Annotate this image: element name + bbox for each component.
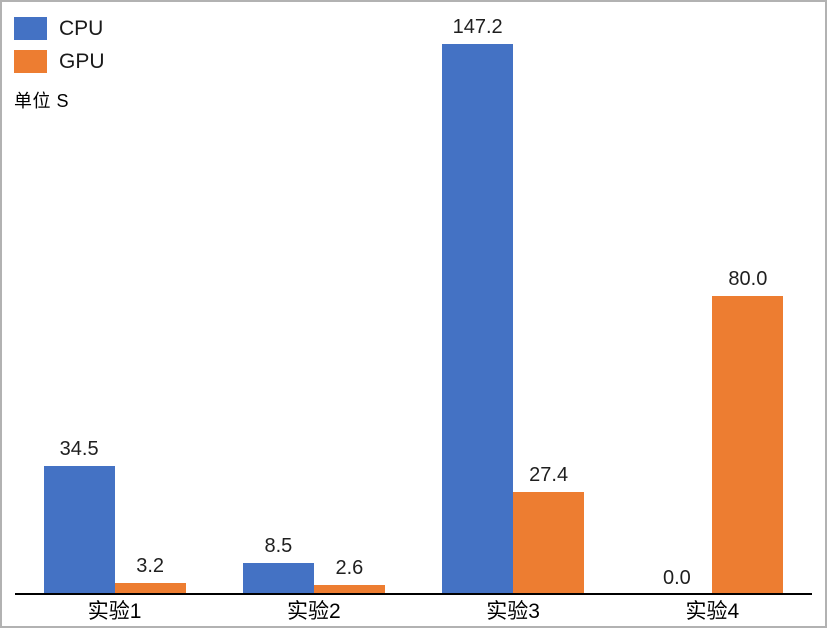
value-label-cpu-1: 34.5 xyxy=(59,438,99,460)
value-label-cpu-2: 8.5 xyxy=(264,535,293,557)
x-axis-line xyxy=(15,593,812,595)
category-label-4: 实验4 xyxy=(685,600,740,623)
value-label-cpu-3: 147.2 xyxy=(452,16,503,38)
bar-cpu-3 xyxy=(442,44,514,595)
bar-gpu-3 xyxy=(513,492,585,595)
value-label-gpu-1: 3.2 xyxy=(136,555,165,577)
bar-cpu-1 xyxy=(43,466,115,595)
category-label-2: 实验2 xyxy=(287,600,341,623)
value-label-cpu-4: 0.0 xyxy=(662,567,691,589)
legend-label-cpu: CPU xyxy=(59,16,104,40)
category-label-1: 实验1 xyxy=(87,600,142,623)
bar-cpu-2 xyxy=(242,563,314,595)
value-label-gpu-2: 2.6 xyxy=(335,557,364,579)
chart-legend: CPU GPU 单位 S xyxy=(14,16,105,113)
legend-item-cpu: CPU xyxy=(14,16,105,40)
value-label-gpu-3: 27.4 xyxy=(529,464,569,486)
value-label-gpu-4: 80.0 xyxy=(728,268,768,290)
bar-gpu-4 xyxy=(712,296,784,595)
category-label-3: 实验3 xyxy=(486,600,540,623)
legend-swatch-gpu-icon xyxy=(14,49,47,73)
legend-swatch-cpu-icon xyxy=(14,16,47,40)
legend-item-gpu: GPU xyxy=(14,49,105,73)
legend-label-gpu: GPU xyxy=(59,49,105,73)
bar-gpu-2 xyxy=(313,585,385,595)
bar-gpu-1 xyxy=(114,583,186,595)
unit-label: 单位 S xyxy=(14,91,70,111)
